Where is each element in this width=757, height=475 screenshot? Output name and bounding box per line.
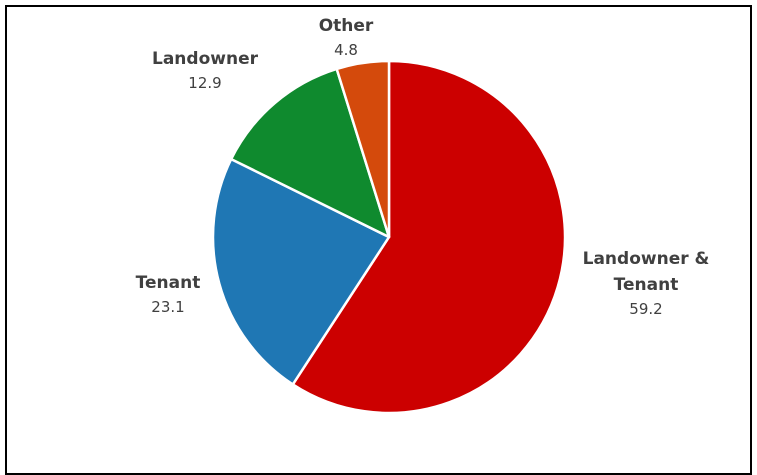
slice-label-landowner: Landowner xyxy=(152,49,259,69)
pie-slices xyxy=(211,59,567,415)
slice-label-tenant: Tenant xyxy=(136,273,201,293)
slice-value-landowner-tenant: 59.2 xyxy=(629,300,662,318)
slice-value-other: 4.8 xyxy=(334,41,358,59)
pie-slice-other xyxy=(335,59,391,239)
slice-value-landowner: 12.9 xyxy=(188,74,221,92)
pie-slice-landowner-tenant xyxy=(291,59,567,415)
slice-label-other: Other xyxy=(319,16,374,36)
slice-label-landowner-tenant-line-1: Landowner & xyxy=(583,249,710,269)
pie-chart: Landowner & Tenant 59.2 Tenant 23.1 Landowner… xyxy=(136,16,710,415)
slice-label-landowner-tenant-line-2: Tenant xyxy=(614,275,679,295)
slice-value-tenant: 23.1 xyxy=(151,298,184,316)
slice-labels: Landowner & Tenant 59.2 Tenant 23.1 Landowner… xyxy=(136,16,710,318)
